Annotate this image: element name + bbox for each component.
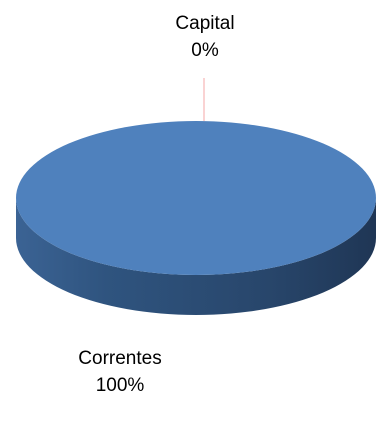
pie-side-wall [16, 198, 376, 315]
slice-percent-capital: 0% [191, 40, 219, 61]
slice-label-correntes: Correntes [78, 348, 162, 369]
data-label-capital: Capital 0% [140, 10, 270, 64]
slice-label-capital: Capital [175, 13, 235, 34]
pie-slice-correntes [16, 121, 376, 275]
slice-percent-correntes: 100% [95, 375, 145, 396]
data-label-correntes: Correntes 100% [55, 345, 185, 399]
